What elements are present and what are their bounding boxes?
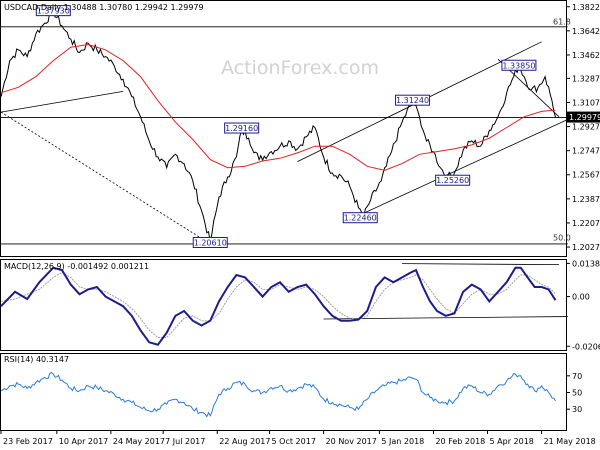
annotation-label: 1.33850 — [502, 61, 535, 70]
macd-tick-label: 0.013810 — [572, 259, 600, 268]
price-axis: 1.38220 1.36420 1.34620 1.32870 1.31070 1.292… — [566, 3, 600, 252]
annotation-box — [395, 94, 431, 106]
price-tick-label: 1.34620 — [572, 51, 600, 60]
price-tick-label: 1.23870 — [572, 195, 600, 204]
watermark: ActionForex.com — [221, 57, 379, 79]
annotation-box — [192, 236, 228, 248]
price-panel-frame — [0, 0, 567, 257]
level-61-8-label: 61.8 — [553, 17, 571, 26]
annotation-box — [35, 5, 71, 17]
time-tick-label: 21 May 2018 — [544, 437, 596, 446]
time-tick-label: 20 Nov 2017 — [326, 437, 377, 446]
price-tick-label: 1.29270 — [572, 123, 600, 132]
price-tick-label: 1.32870 — [572, 74, 600, 83]
moving-average-series — [0, 43, 556, 171]
time-tick-label: 22 Aug 2017 — [219, 437, 270, 446]
last-price-label: 1.29979 — [569, 113, 600, 122]
time-tick-label: 10 Apr 2017 — [59, 437, 108, 446]
time-tick-label: 20 Feb 2018 — [435, 437, 485, 446]
time-tick-label: 5 Oct 2017 — [272, 437, 316, 446]
annotation-label: 1.22460 — [344, 214, 377, 223]
time-tick-label: 24 May 2017 — [113, 437, 165, 446]
annotation-box — [342, 212, 378, 224]
macd-panel-title: MACD(12,26,9) -0.001492 0.001211 — [4, 262, 149, 271]
signal-series — [0, 271, 556, 338]
level-50-0-label: 50.0 — [553, 233, 571, 242]
rsi-axis: 70 50 30 — [566, 372, 582, 414]
macd-trendline — [402, 263, 560, 266]
time-tick-label: 23 Feb 2017 — [3, 437, 53, 446]
last-price-box — [567, 111, 600, 123]
annotation-label: 1.25260 — [436, 176, 469, 185]
rsi-panel: 70 50 30 RSI(14) 40.3147 — [0, 353, 582, 431]
macd-tick-label: 0.00 — [572, 293, 590, 302]
annotation-label: 1.29160 — [225, 124, 258, 133]
time-tick-label: 7 Jul 2017 — [165, 437, 205, 446]
macd-axis: 0.013810 0.00 -0.020646 — [566, 259, 600, 351]
price-trendline — [0, 111, 211, 245]
price-trendline — [346, 119, 568, 222]
rsi-series — [0, 371, 556, 418]
annotation-box — [224, 122, 260, 134]
price-tick-label: 1.27470 — [572, 147, 600, 156]
price-series — [0, 8, 556, 242]
price-tick-label: 1.20270 — [572, 243, 600, 252]
rsi-panel-frame — [0, 353, 567, 431]
rsi-tick-label: 50 — [572, 389, 582, 398]
price-tick-label: 1.22070 — [572, 219, 600, 228]
rsi-tick-label: 70 — [572, 372, 582, 381]
annotation-box — [501, 59, 537, 71]
annotation-label: 1.20610 — [194, 238, 227, 247]
macd-trendlines — [323, 263, 568, 320]
annotation-box — [435, 174, 471, 186]
price-panel: ActionForex.com 1.379301.291601.312401.3… — [0, 0, 600, 257]
time-axis: 23 Feb 2017 10 Apr 2017 24 May 2017 7 Jul 2… — [0, 430, 596, 446]
annotation-label: 1.31240 — [396, 96, 429, 105]
time-tick-label: 5 Jan 2018 — [381, 437, 424, 446]
price-tick-label: 1.38220 — [572, 3, 600, 12]
macd-panel-frame — [0, 259, 567, 351]
price-trendline — [0, 90, 124, 113]
macd-tick-label: -0.020646 — [572, 342, 600, 351]
price-tick-label: 1.31070 — [572, 98, 600, 107]
price-annotations: 1.37930 1.29160 1.31240 1.33850 1.25260 1.224… — [35, 5, 537, 248]
price-tick-label: 1.36420 — [572, 27, 600, 36]
annotation-label: 1.37930 — [37, 7, 70, 16]
price-tick-label: 1.25670 — [572, 171, 600, 180]
price-panel-title: USDCAD,Daily 1.30488 1.30780 1.29942 1.2… — [4, 3, 204, 12]
macd-panel: 0.013810 0.00 -0.020646 MACD(12,26,9) -0.0… — [0, 259, 600, 351]
last-price-marker: 1.29979 — [567, 111, 600, 123]
macd-trendline — [323, 316, 568, 320]
rsi-panel-title: RSI(14) 40.3147 — [4, 355, 69, 364]
time-tick-label: 5 Apr 2018 — [490, 437, 534, 446]
rsi-tick-label: 30 — [572, 405, 582, 414]
macd-series — [0, 266, 557, 346]
